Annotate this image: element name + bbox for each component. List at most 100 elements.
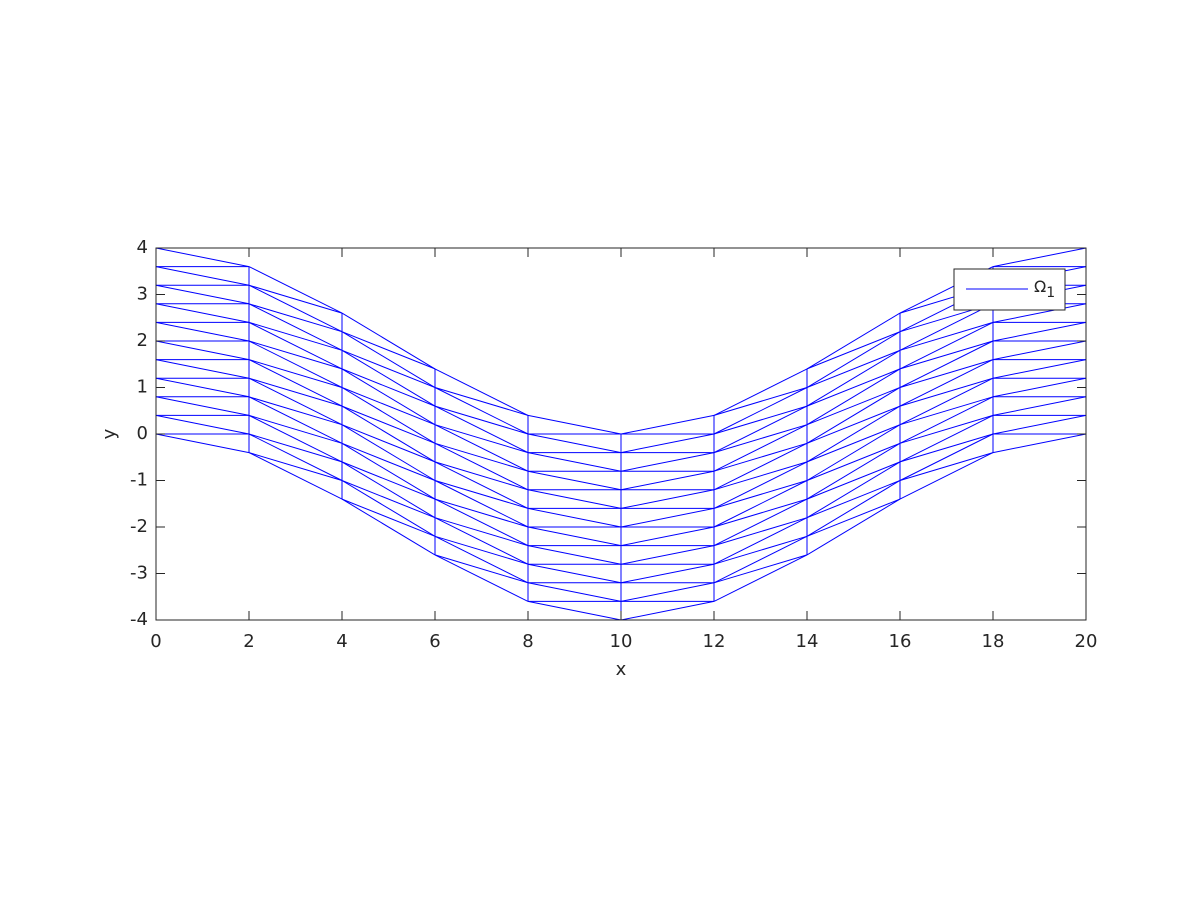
mesh-edge (155, 340, 250, 361)
mesh-edge (899, 433, 994, 481)
y-tick-label: -3 (130, 563, 148, 584)
mesh-edge (341, 368, 436, 407)
mesh-edge (713, 405, 808, 454)
y-tick-label: -2 (130, 516, 148, 537)
mesh-edge (620, 600, 715, 621)
mesh-edge (434, 517, 529, 547)
mesh-edge (434, 554, 529, 584)
mesh-edge (620, 507, 715, 528)
mesh-edge (806, 405, 901, 444)
mesh-edge (341, 498, 436, 556)
mesh-edge (248, 321, 343, 351)
x-tick-label: 14 (796, 631, 819, 652)
mesh-edge (992, 303, 1087, 323)
mesh-edge (527, 526, 622, 547)
mesh-edge (899, 359, 994, 388)
mesh-edge (248, 303, 343, 351)
mesh-edge (341, 405, 436, 444)
mesh-edge (620, 452, 715, 472)
y-tick-label: 3 (137, 284, 148, 305)
mesh-edge (248, 433, 343, 463)
mesh-edge (341, 424, 436, 463)
mesh-edge (620, 563, 715, 584)
mesh-edge (248, 284, 343, 333)
mesh (155, 247, 1087, 621)
x-tick-label: 0 (150, 631, 161, 652)
y-tick-label: -4 (130, 609, 148, 630)
mesh-edge (713, 424, 808, 472)
mesh-edge (899, 340, 994, 370)
mesh-edge (899, 414, 994, 444)
mesh-edge (248, 377, 343, 426)
mesh-edge (899, 396, 994, 426)
mesh-edge (992, 396, 1087, 416)
mesh-edge (806, 424, 901, 463)
mesh-edge (341, 480, 436, 519)
mesh-edge (899, 340, 994, 388)
mesh-edge (806, 424, 901, 481)
mesh-edge (248, 340, 343, 370)
mesh-edge (434, 480, 529, 509)
mesh-edge (434, 405, 529, 435)
mesh-edge (713, 461, 808, 509)
mesh-edge (899, 452, 994, 481)
x-tick-label: 6 (429, 631, 440, 652)
mesh-edge (713, 554, 808, 584)
y-tick-label: 2 (137, 330, 148, 351)
mesh-edge (248, 303, 343, 333)
mesh-edge (434, 480, 529, 528)
mesh-edge (527, 433, 622, 454)
mesh-edge (341, 480, 436, 537)
mesh-edge (248, 377, 343, 407)
mesh-edge (806, 387, 901, 426)
mesh-edge (341, 331, 436, 388)
mesh-edge (434, 498, 529, 528)
mesh-edge (434, 535, 529, 584)
mesh-edge (713, 442, 808, 472)
mesh-edge (992, 340, 1087, 361)
mesh-edge (155, 359, 250, 379)
mesh-edge (992, 433, 1087, 454)
mesh-edge (713, 480, 808, 509)
mesh-edge (155, 396, 250, 416)
mesh-edge (434, 535, 529, 565)
legend-text: Ω (1034, 277, 1046, 296)
mesh-edge (527, 600, 622, 621)
mesh-edge (434, 461, 529, 509)
mesh-edge (341, 312, 436, 370)
mesh-edge (527, 582, 622, 602)
mesh-edge (341, 349, 436, 388)
mesh-edge (806, 331, 901, 370)
mesh-edge (713, 517, 808, 565)
mesh-edge (248, 396, 343, 444)
mesh-edge (620, 433, 715, 454)
mesh-edge (992, 414, 1087, 435)
x-tick-label: 16 (889, 631, 912, 652)
mesh-edge (806, 368, 901, 407)
x-tick-label: 4 (336, 631, 347, 652)
mesh-edge (527, 545, 622, 565)
mesh-edge (155, 247, 250, 268)
legend-label: Ω1 (1034, 277, 1055, 302)
mesh-edge (899, 433, 994, 463)
mesh-edge (248, 414, 343, 463)
mesh-edge (899, 303, 994, 351)
mesh-edge (899, 359, 994, 407)
mesh-edge (806, 312, 901, 370)
mesh-edge (248, 340, 343, 388)
mesh-edge (341, 442, 436, 481)
mesh-edge (434, 368, 529, 416)
mesh-edge (434, 405, 529, 454)
mesh-edge (620, 526, 715, 547)
mesh-edge (620, 414, 715, 435)
legend-subscript: 1 (1046, 285, 1055, 301)
x-tick-label: 8 (522, 631, 533, 652)
mesh-edge (713, 442, 808, 491)
mesh-edge (248, 452, 343, 481)
mesh-edge (155, 266, 250, 286)
mesh-edge (713, 461, 808, 491)
mesh-edge (899, 414, 994, 463)
mesh-edge (899, 321, 994, 370)
mesh-edge (155, 414, 250, 435)
